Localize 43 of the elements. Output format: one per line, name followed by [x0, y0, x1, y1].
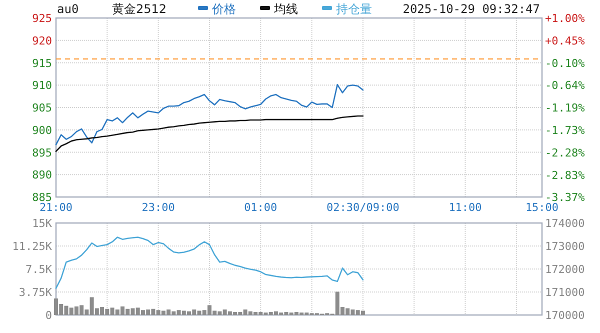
- x-tick-label: 11:00: [448, 201, 482, 214]
- y-tick-label: 910: [32, 79, 52, 92]
- y2-tick-label: 173000: [545, 240, 585, 253]
- y2-tick-label: +1.00%: [545, 12, 586, 25]
- text: 2025-10-29 09:32:47: [402, 2, 540, 16]
- x-tick-label: 21:00: [39, 201, 73, 214]
- y2-tick-label: -0.10%: [545, 57, 586, 70]
- y-tick-label: 890: [32, 168, 52, 182]
- y2-tick-label: -1.19%: [545, 102, 586, 115]
- y-tick-label: 15K: [32, 217, 52, 230]
- x-tick-label: 15:00: [525, 201, 559, 214]
- x-tick-label: 23:00: [142, 201, 175, 214]
- y-tick-label: 905: [32, 102, 52, 114]
- x-tick-label: 01:00: [244, 201, 278, 214]
- y-tick-label: 885: [32, 191, 52, 204]
- y2-tick-label: -3.37%: [545, 191, 586, 204]
- y2-tick-label: 170000: [545, 309, 585, 322]
- legend-label: 持仓量: [336, 2, 372, 16]
- legend-label: 价格: [211, 2, 236, 16]
- y2-tick-label: -1.73%: [545, 124, 586, 137]
- line-series: [55, 236, 364, 289]
- y-tick-label: 0: [45, 309, 52, 322]
- y2-tick-label: -2.28%: [545, 146, 586, 160]
- y2-tick-label: 174000: [545, 217, 585, 230]
- y2-tick-label: -0.64%: [545, 79, 586, 92]
- x-tick-label: 02:30/09:00: [326, 201, 400, 214]
- y2-tick-label: 171000: [545, 286, 585, 299]
- y-tick-label: 900: [32, 124, 52, 137]
- y-tick-label: 7.5K: [26, 263, 52, 276]
- line-series: [55, 115, 364, 152]
- chart-title: au0: [57, 2, 79, 16]
- y-tick-label: 3.75K: [18, 286, 52, 299]
- y2-tick-label: +0.45%: [545, 34, 586, 48]
- y2-tick-label: 172000: [545, 263, 585, 276]
- legend-label: 均线: [273, 2, 298, 16]
- y2-tick-label: -2.83%: [545, 168, 586, 182]
- line-series: [55, 84, 364, 146]
- chart-subtitle: 黄金2512: [112, 2, 167, 16]
- y-tick-label: 925: [32, 12, 52, 25]
- y-tick-label: 920: [32, 34, 52, 48]
- y-tick-label: 895: [32, 146, 52, 160]
- y-tick-label: 915: [32, 56, 52, 70]
- y-tick-label: 11.25K: [12, 240, 52, 253]
